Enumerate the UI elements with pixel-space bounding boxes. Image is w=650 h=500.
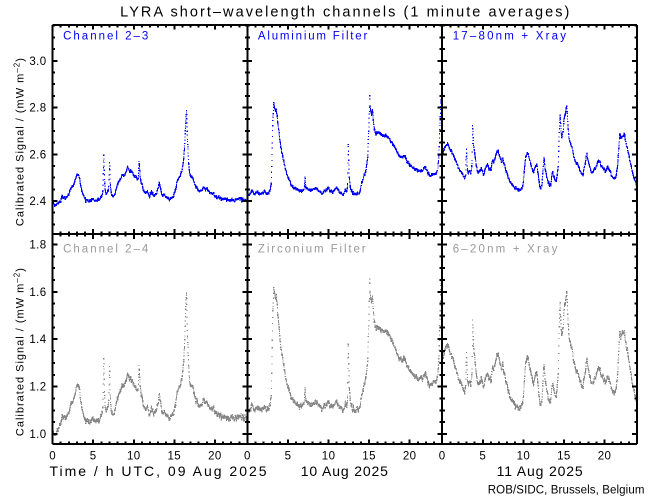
svg-text:2.6: 2.6	[29, 149, 46, 161]
svg-text:10: 10	[127, 451, 141, 463]
svg-text:5: 5	[90, 451, 97, 463]
svg-text:Calibrated Signal / (mW m–2): Calibrated Signal / (mW m–2)	[13, 267, 27, 436]
svg-text:1.2: 1.2	[29, 382, 46, 394]
svg-text:17–80nm + Xray: 17–80nm + Xray	[453, 30, 569, 42]
svg-text:20: 20	[208, 451, 222, 463]
svg-text:1.4: 1.4	[29, 334, 46, 346]
svg-text:20: 20	[598, 451, 612, 463]
svg-text:0: 0	[439, 451, 446, 463]
svg-text:10: 10	[517, 451, 531, 463]
svg-text:15: 15	[362, 451, 376, 463]
svg-text:0: 0	[49, 451, 56, 463]
svg-text:15: 15	[557, 451, 571, 463]
svg-text:2.8: 2.8	[29, 103, 46, 115]
svg-text:1.6: 1.6	[29, 287, 46, 299]
svg-text:5: 5	[479, 451, 486, 463]
svg-text:Calibrated Signal / (mW m–2): Calibrated Signal / (mW m–2)	[13, 57, 27, 226]
svg-text:Aluminium Filter: Aluminium Filter	[258, 30, 369, 42]
svg-text:11 Aug 2025: 11 Aug 2025	[497, 463, 584, 479]
svg-text:10 Aug 2025: 10 Aug 2025	[301, 463, 389, 479]
svg-text:Channel 2–4: Channel 2–4	[63, 243, 150, 255]
svg-text:20: 20	[403, 451, 417, 463]
svg-text:LYRA short–wavelength channels: LYRA short–wavelength channels (1 minute…	[120, 5, 571, 21]
svg-text:Time / h UTC, 09 Aug 2025: Time / h UTC, 09 Aug 2025	[49, 463, 268, 479]
svg-text:2.4: 2.4	[29, 196, 46, 208]
svg-text:1.0: 1.0	[29, 429, 46, 441]
svg-text:3.0: 3.0	[29, 56, 46, 68]
svg-text:Channel 2–3: Channel 2–3	[63, 30, 150, 42]
svg-text:0: 0	[244, 451, 251, 463]
svg-text:ROB/SIDC, Brussels, Belgium: ROB/SIDC, Brussels, Belgium	[488, 485, 645, 497]
svg-text:Zirconium Filter: Zirconium Filter	[258, 243, 368, 255]
svg-text:10: 10	[322, 451, 336, 463]
svg-text:1.8: 1.8	[29, 240, 46, 252]
svg-text:5: 5	[285, 451, 292, 463]
svg-text:6–20nm + Xray: 6–20nm + Xray	[453, 243, 560, 255]
svg-text:15: 15	[168, 451, 182, 463]
